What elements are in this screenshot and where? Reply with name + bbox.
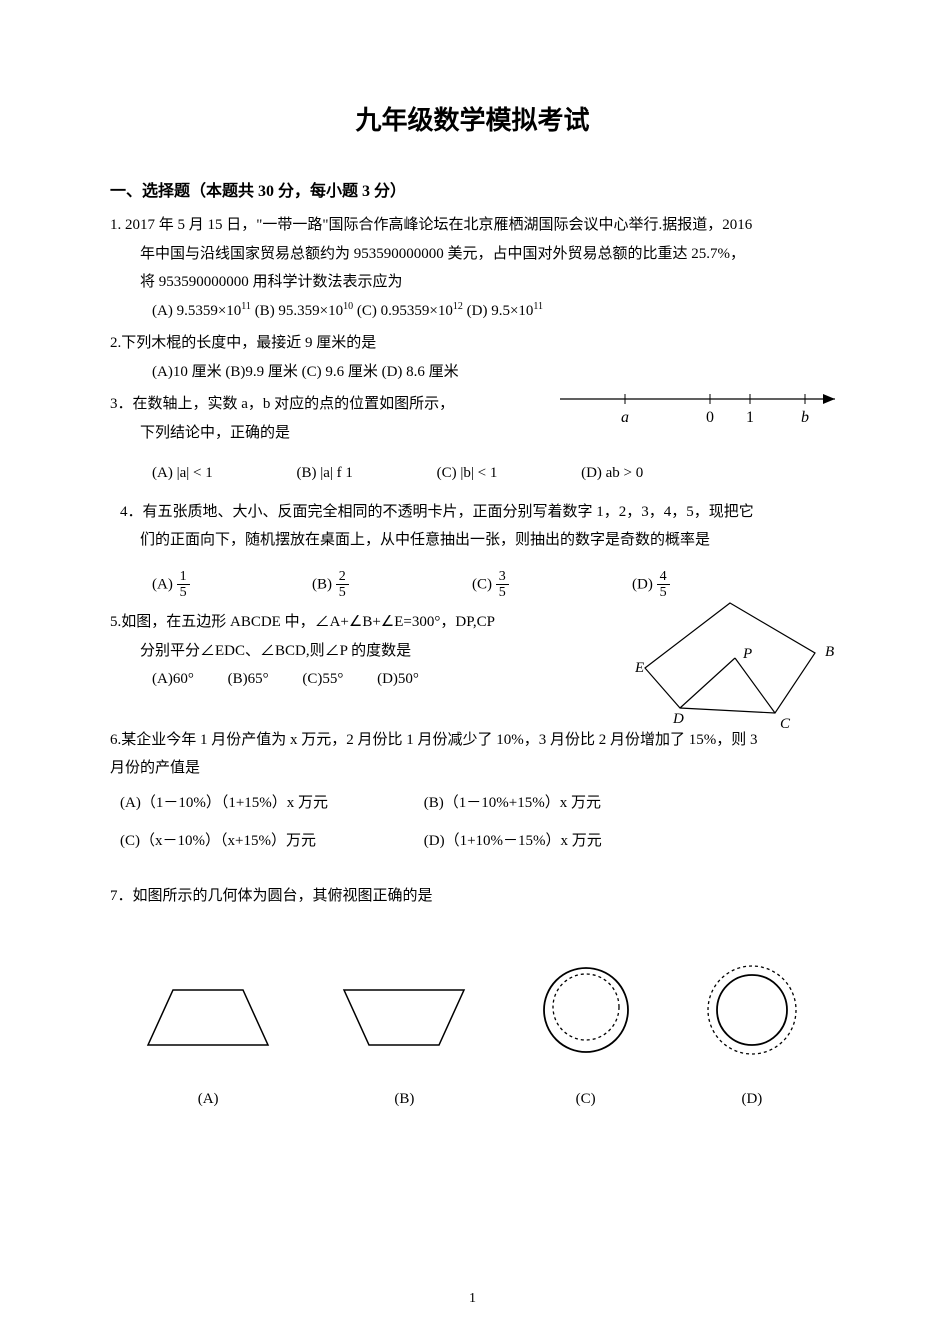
q6-opt-c: (C)（x－10%）（x+15%）万元 [120,827,420,856]
q7-stem: 7．如图所示的几何体为圆台，其俯视图正确的是 [110,882,835,911]
q7-fig-a [138,980,278,1071]
svg-text:a: a [621,409,629,426]
q1-line3: 将 953590000000 用科学计数法表示应为 [110,268,835,297]
question-4: 4．有五张质地、大小、反面完全相同的不透明卡片，正面分别写着数字 1，2，3，4… [110,498,835,601]
q1-opt-a: (A) 9.5359×1011 [152,303,251,319]
pentagon-figure: A B C D E P [635,598,845,744]
q4-line1: 4．有五张质地、大小、反面完全相同的不透明卡片，正面分别写着数字 1，2，3，4… [110,498,835,527]
q5-opt-a: (A)60° [152,671,194,687]
q2-opt-b: (B)9.9 厘米 [225,364,298,380]
q4-opt-c: (C) 35 [472,569,632,601]
q7-label-a: (A) [138,1085,278,1114]
q6-line2: 月份的产值是 [110,754,835,783]
q4-line2: 们的正面向下，随机摆放在桌面上，从中任意抽出一张，则抽出的数字是奇数的概率是 [110,526,835,555]
q1-opt-b: (B) 95.359×1010 [255,303,353,319]
q1-options: (A) 9.5359×1011 (B) 95.359×1010 (C) 0.95… [110,297,835,326]
svg-text:A: A [724,598,735,602]
svg-text:P: P [742,646,752,662]
q4-opt-b: (B) 25 [312,569,472,601]
q7-figure-row [110,960,835,1071]
q7-label-b: (B) [334,1085,474,1114]
number-line-figure: a 0 1 b [555,384,855,445]
question-5: 5.如图，在五边形 ABCDE 中，∠A+∠B+∠E=300°，DP,CP 分别… [110,608,835,694]
question-3: 3．在数轴上，实数 a，b 对应的点的位置如图所示， 下列结论中，正确的是 a … [110,390,835,488]
question-6: 6.某企业今年 1 月份产值为 x 万元，2 月份比 1 月份减少了 10%，3… [110,726,835,856]
svg-text:B: B [825,644,834,660]
q5-opt-d: (D)50° [377,671,419,687]
q3-opt-c: (C) |b| < 1 [437,465,498,481]
q6-opt-a: (A)（1－10%）（1+15%）x 万元 [120,789,420,818]
q7-label-row: (A) (B) (C) (D) [110,1085,835,1114]
trapezoid-a-icon [138,980,278,1060]
q4-opt-a: (A) 15 [152,569,312,601]
q3-opt-d: (D) ab > 0 [581,465,643,481]
svg-text:1: 1 [746,409,754,426]
question-1: 1. 2017 年 5 月 15 日，"一带一路"国际合作高峰论坛在北京雁栖湖国… [110,211,835,325]
q3-opt-b: (B) |a| f 1 [296,465,352,481]
question-7: 7．如图所示的几何体为圆台，其俯视图正确的是 [110,882,835,1114]
q6-line1: 6.某企业今年 1 月份产值为 x 万元，2 月份比 1 月份减少了 10%，3… [110,726,835,755]
q5-opt-c: (C)55° [302,671,343,687]
q3-line1: 3．在数轴上，实数 a，b 对应的点的位置如图所示， [110,390,510,419]
circles-d-icon [697,960,807,1060]
q7-label-c: (C) [531,1085,641,1114]
exam-page: 九年级数学模拟考试 一、选择题（本题共 30 分，每小题 3 分） 1. 201… [0,0,945,1337]
q1-line1: 1. 2017 年 5 月 15 日，"一带一路"国际合作高峰论坛在北京雁栖湖国… [110,211,835,240]
number-line-svg: a 0 1 b [555,384,855,434]
question-2: 2.下列木棍的长度中，最接近 9 厘米的是 (A)10 厘米 (B)9.9 厘米… [110,329,835,386]
q7-fig-b [334,980,474,1071]
q5-line1: 5.如图，在五边形 ABCDE 中，∠A+∠B+∠E=300°，DP,CP [110,608,510,637]
q6-opt-b: (B)（1－10%+15%）x 万元 [424,795,601,811]
q7-label-d: (D) [697,1085,807,1114]
trapezoid-b-icon [334,980,474,1060]
q2-options: (A)10 厘米 (B)9.9 厘米 (C) 9.6 厘米 (D) 8.6 厘米 [110,358,835,387]
pentagon-svg: A B C D E P [635,598,845,733]
svg-text:0: 0 [706,409,714,426]
q2-opt-d: (D) 8.6 厘米 [382,364,459,380]
page-title: 九年级数学模拟考试 [110,100,835,137]
q4-opt-d: (D) 45 [632,569,792,601]
q2-stem: 2.下列木棍的长度中，最接近 9 厘米的是 [110,329,835,358]
q1-line2: 年中国与沿线国家贸易总额约为 953590000000 美元，占中国对外贸易总额… [110,240,835,269]
q4-options: (A) 15 (B) 25 (C) 35 (D) 45 [110,569,835,601]
svg-text:E: E [635,660,644,676]
svg-text:b: b [801,409,809,426]
q6-opt-d: (D)（1+10%－15%）x 万元 [424,833,602,849]
page-number: 1 [110,1291,835,1307]
q1-opt-c: (C) 0.95359×1012 [357,303,463,319]
q2-opt-a: (A)10 厘米 [152,364,222,380]
q7-fig-c [531,960,641,1071]
section-1-header: 一、选择题（本题共 30 分，每小题 3 分） [110,177,835,201]
q3-options: (A) |a| < 1 (B) |a| f 1 (C) |b| < 1 (D) … [110,459,835,488]
q6-options-row1: (A)（1－10%）（1+15%）x 万元 (B)（1－10%+15%）x 万元 [110,789,835,818]
q6-options-row2: (C)（x－10%）（x+15%）万元 (D)（1+10%－15%）x 万元 [110,827,835,856]
q7-fig-d [697,960,807,1071]
q2-opt-c: (C) 9.6 厘米 [302,364,378,380]
q1-opt-d: (D) 9.5×1011 [467,303,543,319]
circles-c-icon [531,960,641,1060]
q5-opt-b: (B)65° [228,671,269,687]
q3-opt-a: (A) |a| < 1 [152,465,213,481]
